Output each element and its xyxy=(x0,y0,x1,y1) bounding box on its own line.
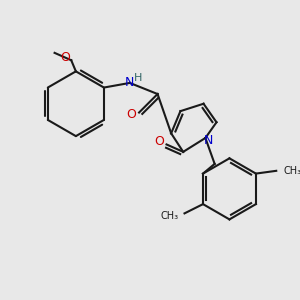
Text: H: H xyxy=(134,73,142,83)
Text: CH₃: CH₃ xyxy=(284,166,300,176)
Text: N: N xyxy=(125,76,134,89)
Text: O: O xyxy=(127,108,136,121)
Text: O: O xyxy=(60,51,70,64)
Text: CH₃: CH₃ xyxy=(161,211,179,221)
Text: O: O xyxy=(154,135,164,148)
Text: N: N xyxy=(203,134,213,147)
